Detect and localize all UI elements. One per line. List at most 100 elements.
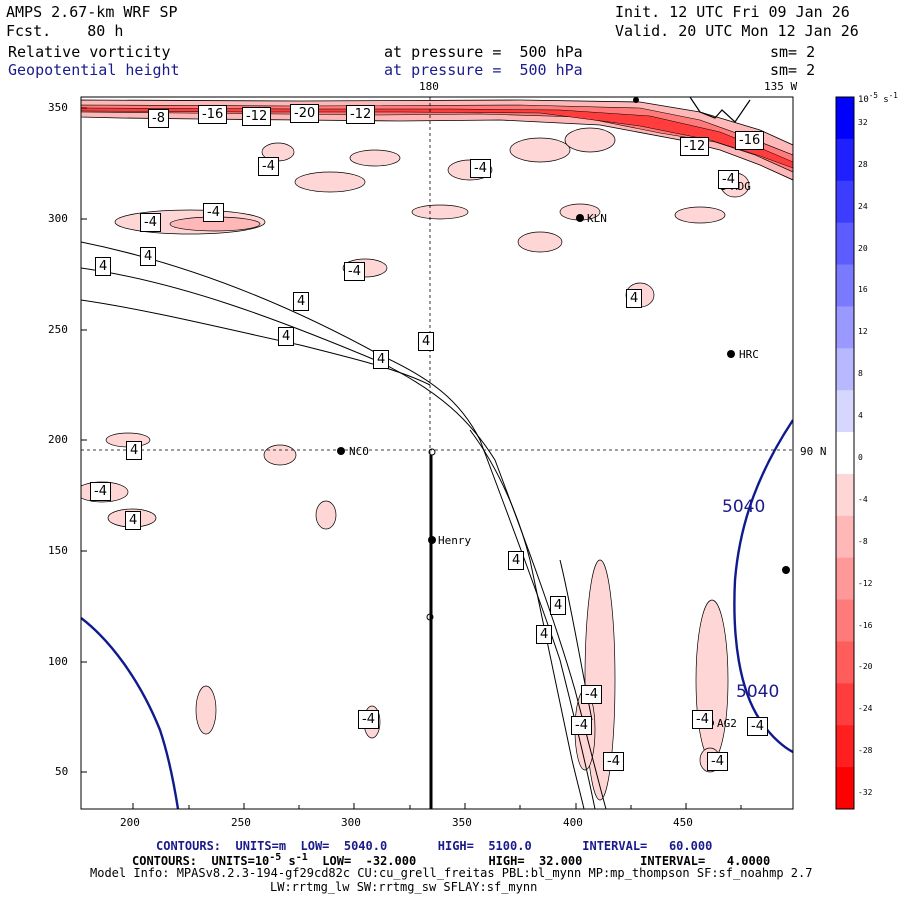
geopotential-height-contours xyxy=(81,419,793,809)
colorbar-swatch xyxy=(836,725,854,768)
valid-time: Valid. 20 UTC Mon 12 Jan 26 xyxy=(615,22,859,40)
vorticity-contour-label: 4 xyxy=(536,625,553,644)
vorticity-contour-label: 4 xyxy=(293,292,310,311)
vorticity-contour-label: -20 xyxy=(290,104,320,123)
colorbar-tick-label: -12 xyxy=(858,578,873,588)
track-marker xyxy=(428,448,436,456)
colorbar xyxy=(835,96,855,810)
vorticity-contour-label: -12 xyxy=(346,105,376,124)
vorticity-contour-label: -4 xyxy=(692,710,713,729)
station-label: ADG xyxy=(731,180,751,193)
colorbar-swatch xyxy=(836,138,854,182)
colorbar-tick-label: 16 xyxy=(858,285,868,295)
axis-ticks xyxy=(81,107,742,809)
vorticity-contour-label: -4 xyxy=(603,752,624,771)
colorbar-tick-label: 28 xyxy=(858,159,868,169)
forecast-hour: Fcst. 80 h xyxy=(6,22,124,40)
vorticity-contour-label: 4 xyxy=(550,596,567,615)
init-time: Init. 12 UTC Fri 09 Jan 26 xyxy=(615,3,850,21)
vorticity-contour-label: -4 xyxy=(258,157,279,176)
station-label: AG2 xyxy=(717,717,737,730)
colorbar-swatch xyxy=(836,515,854,559)
colorbar-swatch xyxy=(836,683,854,726)
vorticity-contour-label: -12 xyxy=(680,137,710,156)
vorticity-contour-label: 4 xyxy=(508,551,525,570)
colorbar-swatch xyxy=(836,557,854,601)
colorbar-units: 10-5 s-1 xyxy=(858,91,898,105)
lon-180-label: 180 xyxy=(419,80,439,93)
vorticity-contour-label: -8 xyxy=(148,109,169,128)
station-henry-marker xyxy=(428,536,436,544)
vorticity-contour-label: -4 xyxy=(718,170,739,189)
height-contour-label: 5040 xyxy=(736,682,780,702)
field-2-pressure: at pressure = 500 hPa xyxy=(384,61,583,79)
vorticity-contour-label: 4 xyxy=(95,257,112,276)
colorbar-tick-label: 32 xyxy=(858,117,868,127)
vorticity-contour-label: 4 xyxy=(278,327,295,346)
colorbar-swatch xyxy=(836,390,854,433)
footer-model-info: Model Info: MPASv8.2.3-194-gf29cd82c CU:… xyxy=(90,866,813,880)
station-label: KLN xyxy=(587,212,607,225)
station-label: HRC xyxy=(739,348,759,361)
vorticity-contour-label: 4 xyxy=(418,332,435,351)
vorticity-contour-label: 4 xyxy=(126,441,143,460)
colorbar-tick-label: 4 xyxy=(858,411,863,421)
vorticity-contour-label: -4 xyxy=(747,717,768,736)
x-tick-label: 300 xyxy=(341,816,361,829)
footer-model-physics: LW:rrtmg_lw SW:rrtmg_sw SFLAY:sf_mynn xyxy=(270,880,538,894)
y-tick-label: 300 xyxy=(48,212,68,225)
coastline xyxy=(689,97,751,123)
colorbar-swatch xyxy=(836,348,854,391)
vorticity-contour-label: -4 xyxy=(571,716,592,735)
height-contour-label: 5040 xyxy=(722,497,766,517)
y-tick-label: 100 xyxy=(48,655,68,668)
colorbar-swatch xyxy=(836,473,854,517)
footer-vorticity-contours: CONTOURS: UNITS=10-5 s-1 LOW= -32.000 HI… xyxy=(132,852,771,868)
colorbar-swatch xyxy=(836,767,854,810)
vorticity-contour-label: -12 xyxy=(242,107,272,126)
colorbar-tick-label: -8 xyxy=(858,536,868,546)
colorbar-swatch xyxy=(836,641,854,684)
lat-90n-label: 90 N xyxy=(800,445,827,458)
colorbar-tick-label: -32 xyxy=(858,788,873,798)
field-1-pressure: at pressure = 500 hPa xyxy=(384,43,583,61)
colorbar-swatch xyxy=(836,264,854,307)
vorticity-contour-label: -4 xyxy=(344,262,365,281)
x-tick-label: 200 xyxy=(120,816,140,829)
track-marker xyxy=(426,613,434,621)
vorticity-contour-label: -4 xyxy=(470,159,491,178)
vorticity-contour-label: 4 xyxy=(626,289,643,308)
x-tick-label: 400 xyxy=(563,816,583,829)
station-hrc-marker xyxy=(727,350,735,358)
vorticity-contour-label: -4 xyxy=(140,213,161,232)
field-2-name: Geopotential height xyxy=(8,61,180,79)
colorbar-tick-label: -24 xyxy=(858,704,873,714)
lon-135w-label: 135 W xyxy=(764,80,798,93)
vorticity-contour-label: -4 xyxy=(203,203,224,222)
vorticity-contour-label: -4 xyxy=(90,482,111,501)
vorticity-contour-label: -4 xyxy=(581,685,602,704)
vorticity-contour-label: -4 xyxy=(707,752,728,771)
model-title: AMPS 2.67-km WRF SP xyxy=(6,3,178,21)
vorticity-contour-label: -16 xyxy=(198,105,228,124)
y-tick-label: 200 xyxy=(48,433,68,446)
colorbar-tick-label: 20 xyxy=(858,243,868,253)
colorbar-tick-label: 8 xyxy=(858,369,863,379)
colorbar-swatch xyxy=(836,432,854,475)
x-tick-label: 250 xyxy=(231,816,251,829)
station-edge-marker xyxy=(782,566,790,574)
station-label: Henry xyxy=(438,534,472,547)
colorbar-tick-label: 12 xyxy=(858,327,868,337)
colorbar-swatch xyxy=(836,180,854,224)
footer-height-contours: CONTOURS: UNITS=m LOW= 5040.0 HIGH= 5100… xyxy=(156,839,713,853)
colorbar-tick-label: -28 xyxy=(858,746,873,756)
vorticity-contour-label: -16 xyxy=(735,131,765,150)
y-tick-label: 250 xyxy=(48,323,68,336)
field-1-smoothing: sm= 2 xyxy=(770,43,816,61)
colorbar-swatch xyxy=(836,222,854,266)
station-label: NCO xyxy=(349,445,369,458)
vorticity-contour-label: 4 xyxy=(373,350,390,369)
field-1-name: Relative vorticity xyxy=(8,43,171,61)
station-kln-marker xyxy=(576,214,584,222)
y-tick-label: 50 xyxy=(55,765,69,778)
